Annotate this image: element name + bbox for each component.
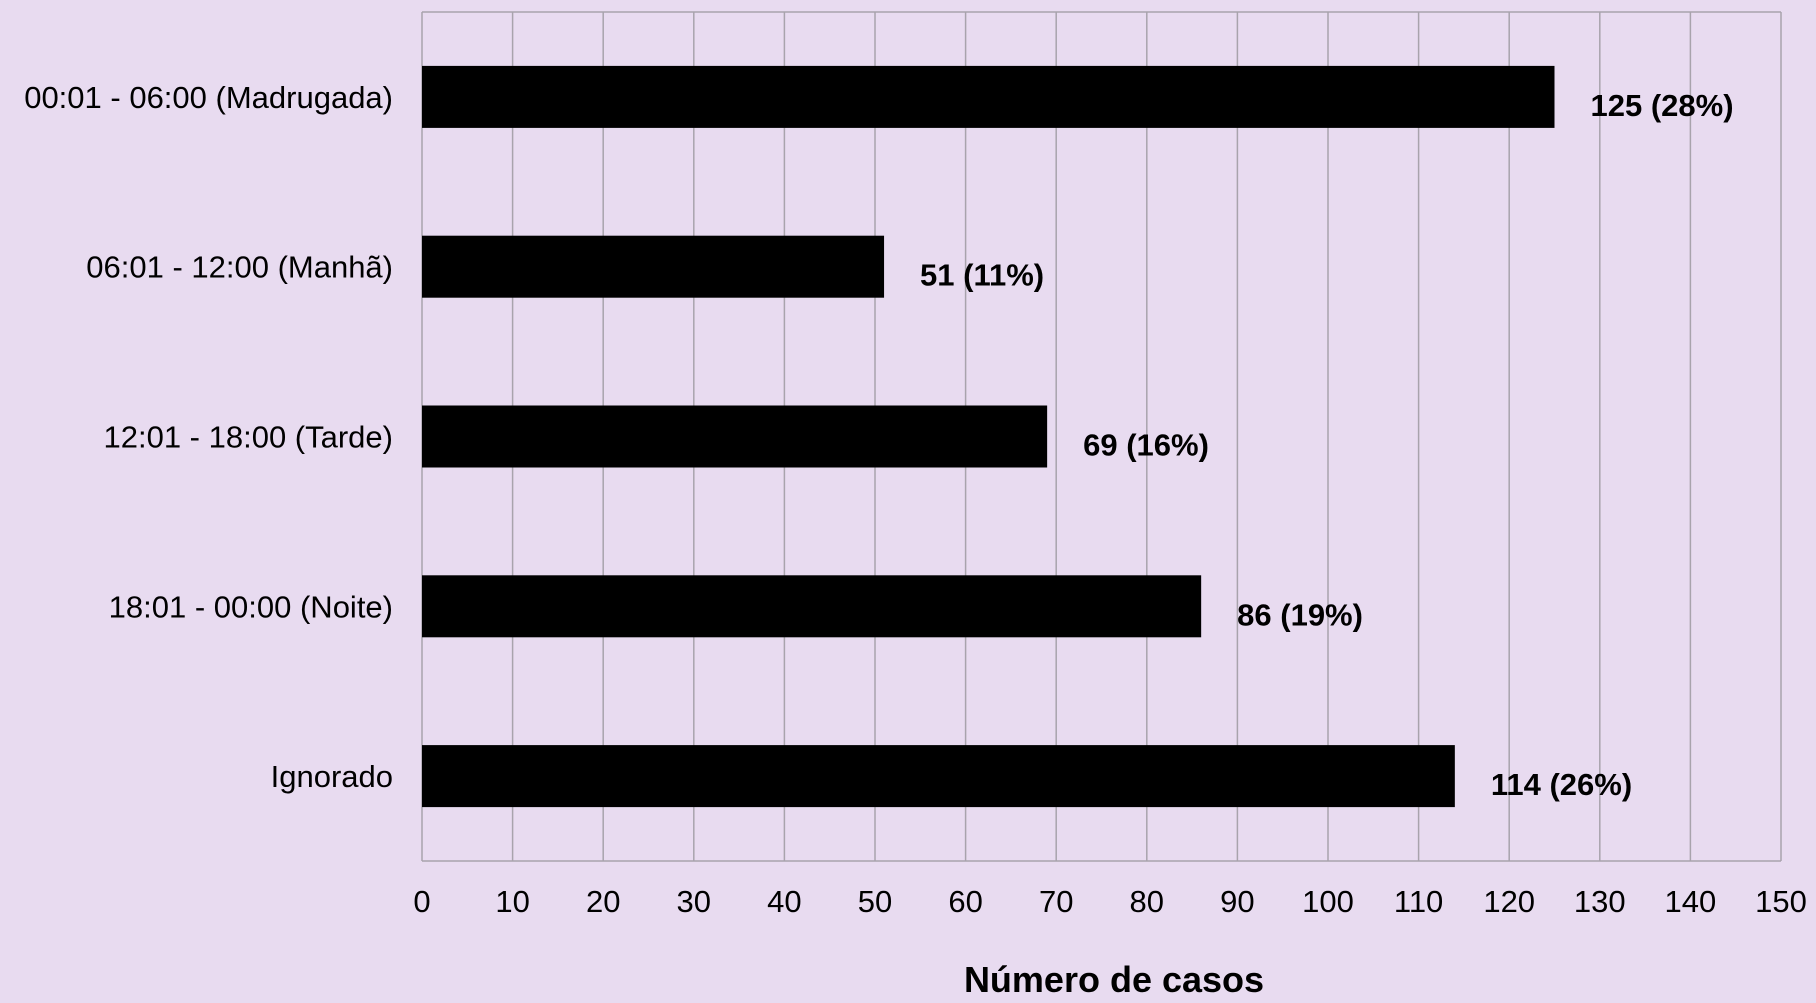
bar xyxy=(422,575,1202,638)
x-tick-labels: 0 10 20 30 40 50 60 70 80 90 100 110 120 130 140 150 xyxy=(413,884,1806,919)
data-label: 69 (16%) xyxy=(1083,428,1209,463)
category-label: 00:01 - 06:00 (Madrugada) xyxy=(24,80,393,115)
category-labels: 00:01 - 06:00 (Madrugada) 06:01 - 12:00 (… xyxy=(24,80,393,794)
grid-lines xyxy=(421,11,1782,862)
x-tick-label: 0 xyxy=(413,884,430,919)
data-label: 86 (19%) xyxy=(1237,597,1363,632)
data-labels: 125 (28%) 51 (11%) 69 (16%) 86 (19%) 114 (26… xyxy=(920,88,1733,802)
bars xyxy=(422,65,1555,808)
category-label: 06:01 - 12:00 (Manhã) xyxy=(86,250,393,285)
x-tick-label: 150 xyxy=(1755,884,1807,919)
bar xyxy=(422,235,885,298)
bar xyxy=(422,745,1455,808)
category-label: Ignorado xyxy=(271,759,393,794)
x-tick-label: 140 xyxy=(1665,884,1717,919)
x-tick-label: 90 xyxy=(1220,884,1254,919)
x-tick-label: 70 xyxy=(1039,884,1073,919)
x-tick-label: 20 xyxy=(586,884,620,919)
category-label: 18:01 - 00:00 (Noite) xyxy=(109,589,393,624)
bar xyxy=(422,405,1048,468)
x-tick-label: 130 xyxy=(1574,884,1626,919)
x-tick-label: 80 xyxy=(1130,884,1164,919)
x-tick-label: 50 xyxy=(858,884,892,919)
x-tick-label: 40 xyxy=(767,884,801,919)
x-tick-label: 60 xyxy=(948,884,982,919)
x-tick-label: 100 xyxy=(1302,884,1354,919)
data-label: 114 (26%) xyxy=(1491,767,1632,802)
category-label: 12:01 - 18:00 (Tarde) xyxy=(103,420,393,455)
x-tick-label: 10 xyxy=(495,884,529,919)
x-tick-label: 110 xyxy=(1394,884,1443,919)
x-tick-label: 120 xyxy=(1483,884,1535,919)
bar xyxy=(422,65,1555,128)
x-axis-title: Número de casos xyxy=(964,959,1264,998)
data-label: 125 (28%) xyxy=(1591,88,1734,123)
data-label: 51 (11%) xyxy=(920,258,1044,293)
x-tick-label: 30 xyxy=(677,884,711,919)
